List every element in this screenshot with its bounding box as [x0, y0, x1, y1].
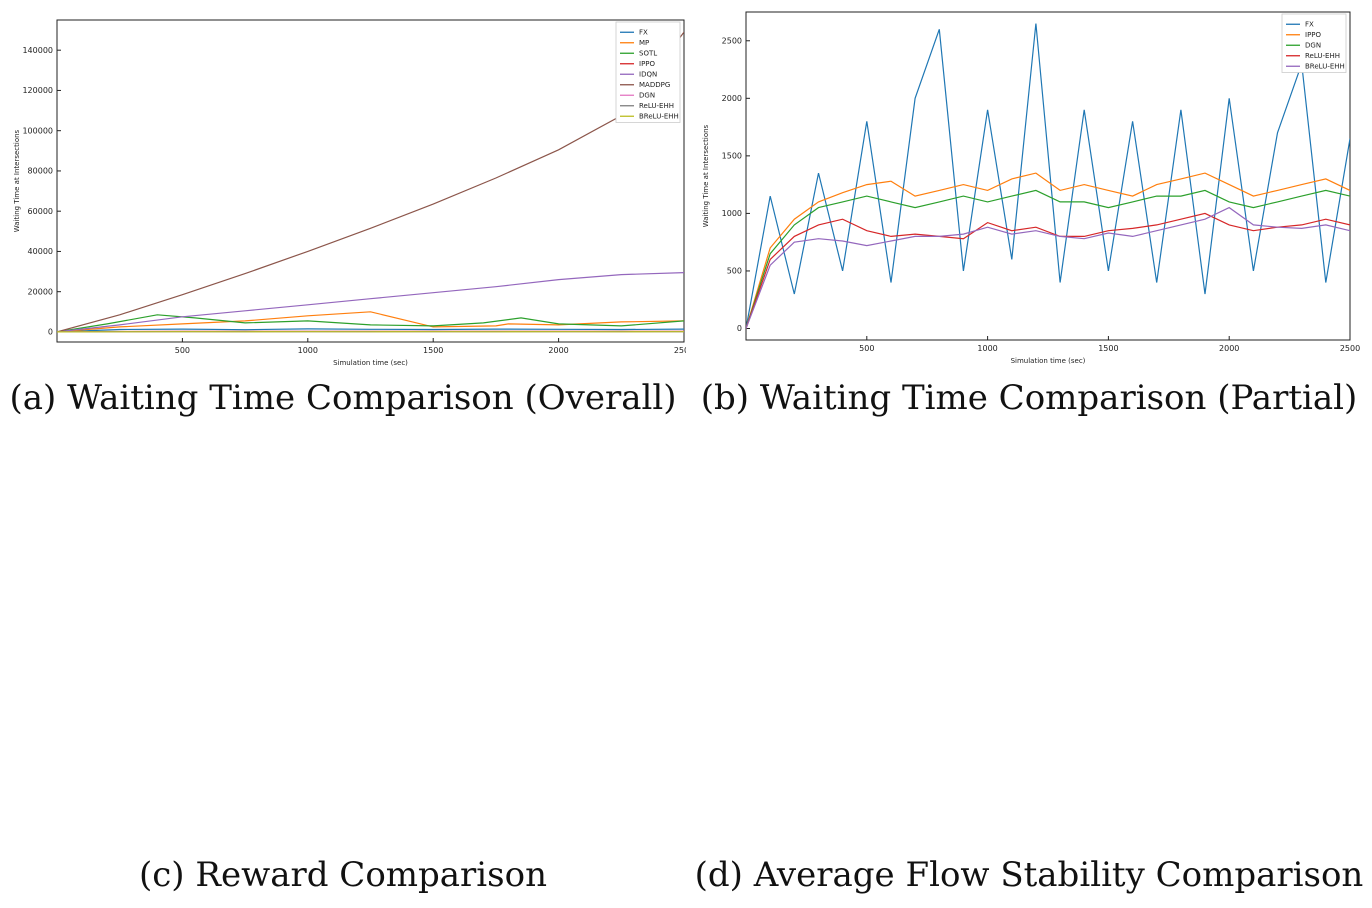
legend-label: DGN	[639, 92, 655, 100]
x-tick-label: 1000	[977, 344, 997, 353]
legend: FX MP SOTL IPPO IDQN MADDPG DGN ReLU-EHH BReLU-E…	[615, 21, 681, 123]
y-tick-label: 1500	[722, 152, 742, 161]
series-line-brelu-ehh	[746, 206, 1350, 329]
legend-label: IDQN	[639, 71, 657, 79]
y-tick-label: 2000	[722, 94, 742, 103]
series-line-idqn	[57, 272, 684, 333]
legend-label: DGN	[1305, 42, 1321, 50]
series-line-sotl	[57, 314, 684, 333]
x-tick-label: 1000	[298, 346, 318, 355]
y-tick-label: 0	[48, 328, 53, 337]
x-tick-label: 500	[859, 344, 874, 353]
series-line-maddpg	[57, 31, 684, 333]
y-axis-label: Waiting Time at Intersections	[702, 124, 710, 227]
chart-reward-comparison: 0102030405060708090100-16000-14000-12000…	[0, 18, 686, 847]
chart-d-svg: 0102030405060708090100012345675010015020…	[679, 10, 1363, 380]
y-tick-label: 500	[727, 267, 742, 276]
x-tick-label: 1500	[1098, 344, 1118, 353]
caption-a: (a) Waiting Time Comparison (Overall)	[9, 378, 677, 418]
y-tick-label: 100000	[22, 126, 53, 135]
legend-label: SOTL	[639, 50, 657, 58]
x-tick-label: 2000	[548, 346, 568, 355]
legend-label: FX	[1305, 21, 1314, 29]
caption-b: (b) Waiting Time Comparison (Partial)	[700, 378, 1358, 418]
y-tick-label: 140000	[22, 46, 53, 55]
y-tick-label: 2500	[722, 36, 742, 45]
x-tick-label: 2000	[1219, 344, 1239, 353]
x-tick-label: 2500	[1340, 344, 1360, 353]
y-tick-label: 120000	[22, 86, 53, 95]
series-line-fx	[746, 23, 1350, 329]
x-axis-label: Simulation time (sec)	[333, 359, 408, 367]
y-tick-label: 0	[737, 324, 742, 333]
y-tick-label: 60000	[28, 207, 53, 216]
chart-b-svg: 500 1000 1500 2000 2500 0 500 1000 1500 2000 2500 S…	[702, 11, 1360, 365]
legend-label: BReLU-EHH	[639, 113, 679, 121]
legend-label: ReLU-EHH	[639, 102, 674, 110]
plot-frame	[745, 11, 1351, 341]
legend-label: BReLU-EHH	[1305, 63, 1345, 71]
caption-d: (d) Average Flow Stability Comparison	[694, 855, 1364, 895]
series-line-ippo	[746, 172, 1350, 329]
chart-waiting-time-overall: 500 1000 1500 2000 2500 0 20000 40000 60000 80000…	[0, 0, 694, 370]
plot-frame	[56, 19, 685, 343]
series-line-dgn	[746, 189, 1350, 329]
y-tick-label: 40000	[28, 247, 53, 256]
legend-label: IPPO	[639, 60, 656, 68]
y-tick-label: 20000	[28, 287, 53, 296]
chart-a-svg: 500 1000 1500 2000 2500 0 20000 40000 60000 80000…	[13, 19, 694, 367]
x-axis-label: Simulation time (sec)	[1011, 357, 1086, 365]
x-tick-label: 1500	[423, 346, 443, 355]
y-tick-label: 1000	[722, 209, 742, 218]
caption-c: (c) Reward Comparison	[139, 855, 547, 895]
legend-label: MADDPG	[639, 81, 670, 89]
chart-c-svg: 0102030405060708090100-16000-14000-12000…	[7, 18, 667, 376]
series-line-relu-ehh	[746, 212, 1350, 329]
x-tick-label: 500	[175, 346, 190, 355]
legend-label: ReLU-EHH	[1305, 52, 1340, 60]
legend-label: FX	[639, 29, 648, 37]
y-tick-label: 80000	[28, 167, 53, 176]
chart-waiting-time-partial: 500 1000 1500 2000 2500 0 500 1000 1500 2000 2500 S…	[686, 0, 1372, 370]
series-line-fx	[57, 328, 684, 333]
chart-flow-stability-comparison: 0102030405060708090100012345675010015020…	[679, 10, 1372, 847]
legend-label: IPPO	[1305, 31, 1322, 39]
legend: FX IPPO DGN ReLU-EHH BReLU-EHH	[1281, 13, 1347, 73]
x-tick-label: 2500	[674, 346, 686, 355]
legend-label: MP	[639, 39, 649, 47]
y-axis-label: Waiting Time at Intersections	[13, 129, 21, 232]
